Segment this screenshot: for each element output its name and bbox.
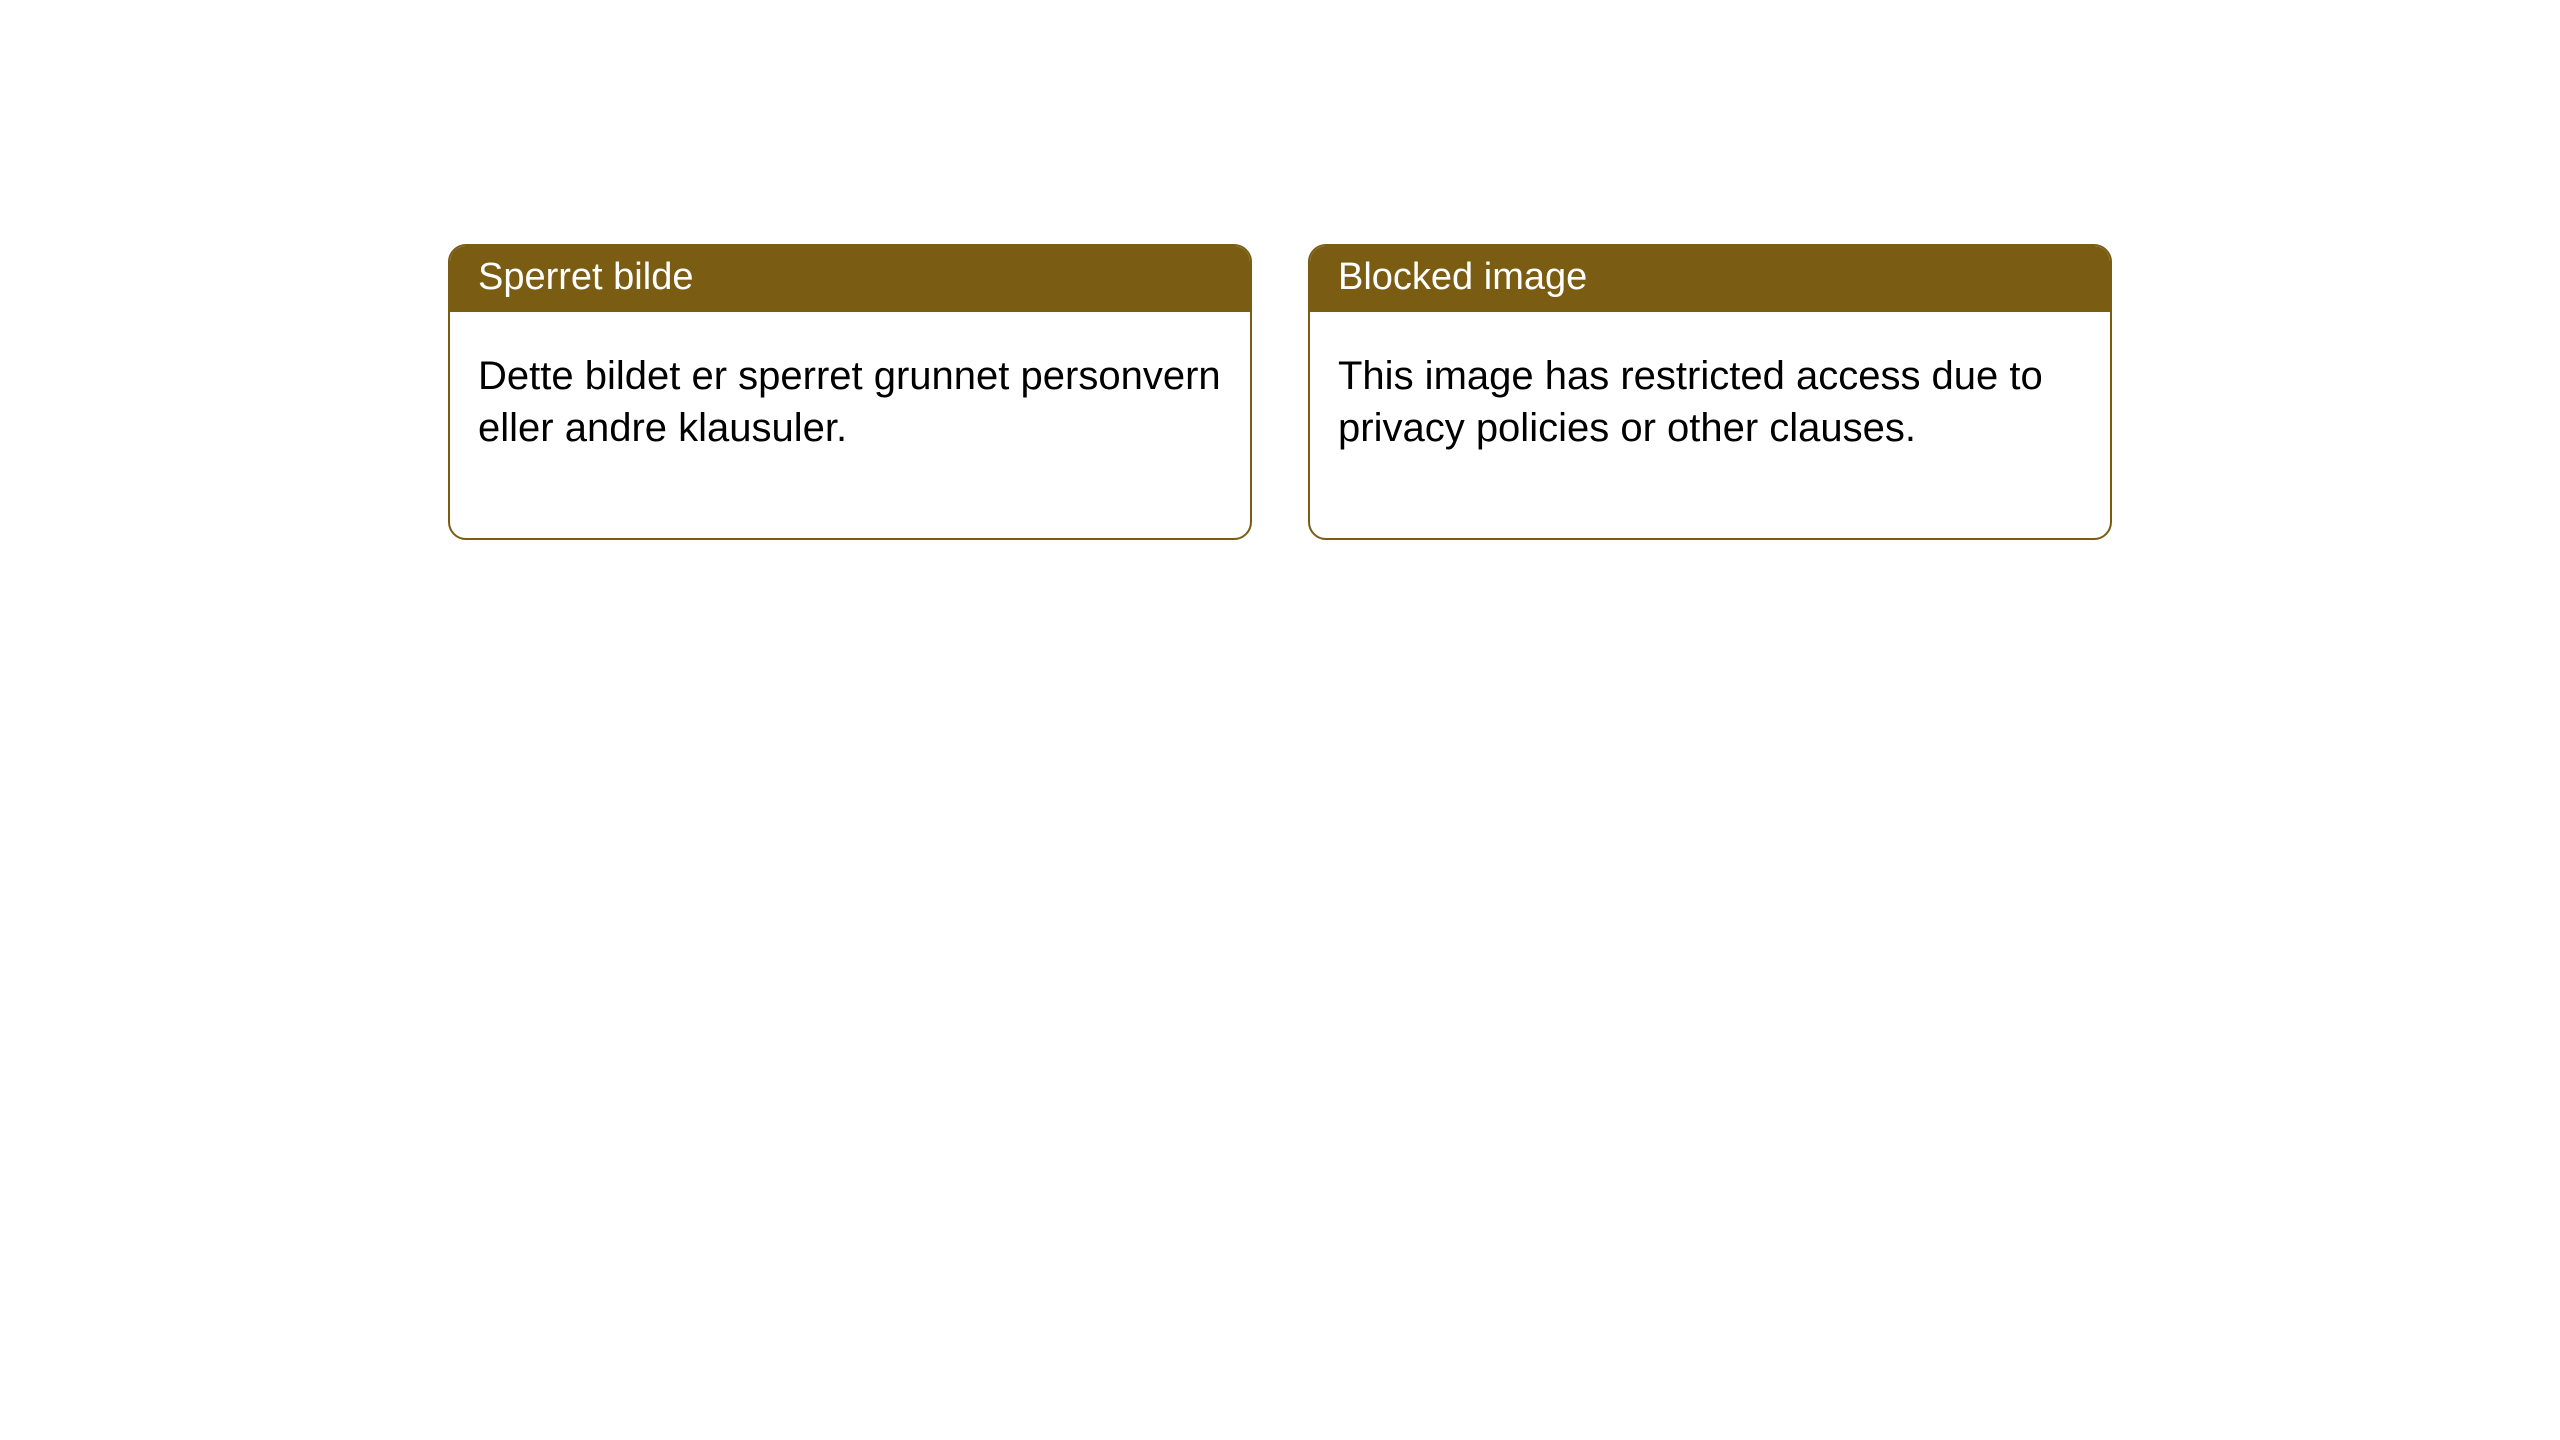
notice-container: Sperret bilde Dette bildet er sperret gr… xyxy=(0,0,2560,540)
blocked-image-card-en: Blocked image This image has restricted … xyxy=(1308,244,2112,540)
blocked-image-card-no: Sperret bilde Dette bildet er sperret gr… xyxy=(448,244,1252,540)
card-message-no: Dette bildet er sperret grunnet personve… xyxy=(450,312,1250,538)
card-title-no: Sperret bilde xyxy=(450,246,1250,312)
card-title-en: Blocked image xyxy=(1310,246,2110,312)
card-message-en: This image has restricted access due to … xyxy=(1310,312,2110,538)
